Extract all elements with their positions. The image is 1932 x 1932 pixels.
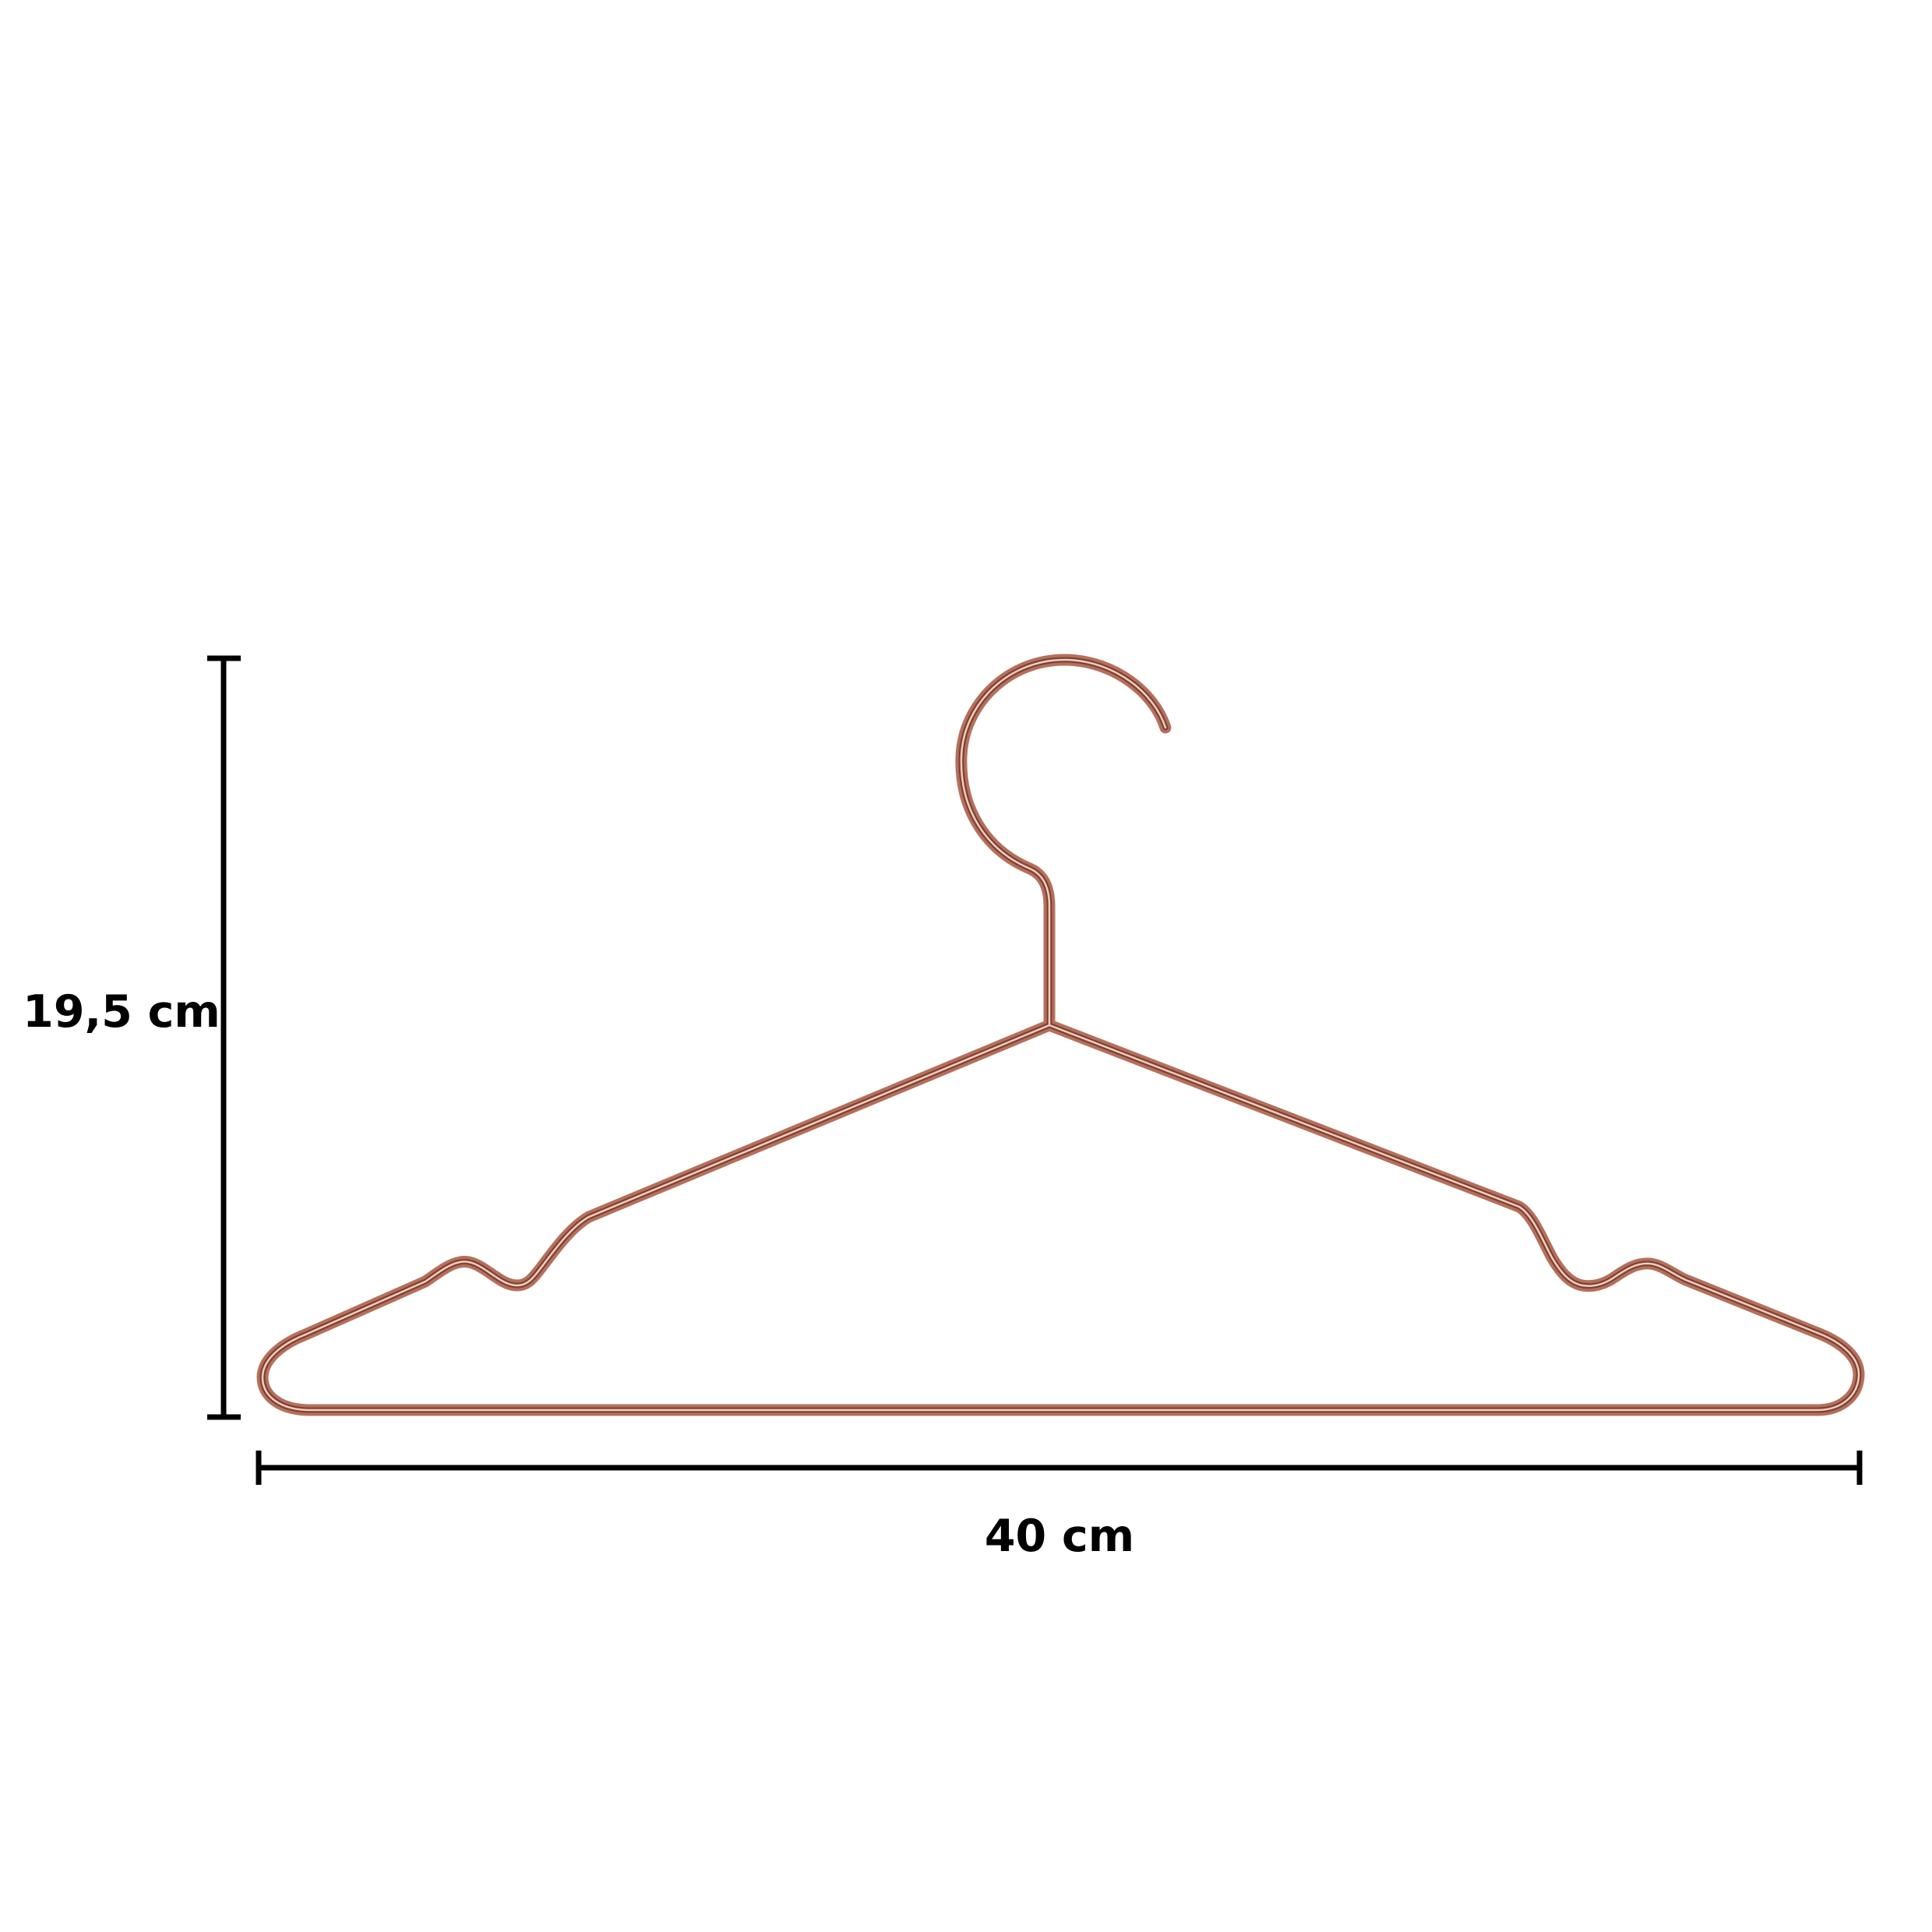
width-dimension xyxy=(256,1451,1863,1485)
hanger-graphic xyxy=(263,660,1859,1410)
width-dimension-label: 40 cm xyxy=(985,1511,1134,1562)
height-dimension xyxy=(207,655,241,1420)
hanger-wire-base xyxy=(263,660,1859,1410)
height-dimension-label: 19,5 cm xyxy=(23,986,220,1038)
